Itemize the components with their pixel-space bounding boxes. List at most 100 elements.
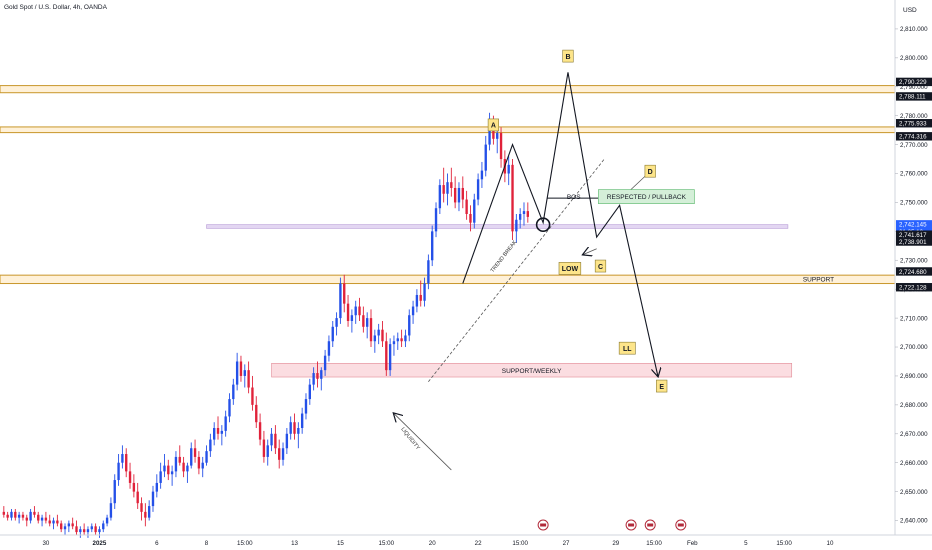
candle	[488, 112, 491, 151]
candle-body	[369, 318, 373, 342]
candle	[151, 485, 155, 512]
level-price-label: 2,724.680	[899, 269, 927, 276]
annotation-respected-pullback-box	[598, 189, 695, 204]
candle-body	[408, 315, 411, 336]
time-tick-label: 2025	[93, 540, 107, 547]
candle-body	[289, 422, 292, 434]
level-price-label: 2,774.316	[899, 134, 927, 141]
candle-body	[213, 428, 216, 440]
candle-body	[132, 482, 136, 492]
candle	[339, 277, 342, 324]
candle-body	[285, 433, 289, 449]
candle-body	[404, 335, 407, 342]
candle-body	[434, 208, 438, 232]
annotation-ll-badge	[618, 341, 636, 355]
candle	[385, 332, 388, 376]
candle	[163, 454, 166, 478]
level-price-label-bg	[896, 132, 932, 141]
candle	[25, 514, 28, 527]
time-tick-label: 6	[155, 540, 159, 547]
time-tick-label: 15:00	[512, 540, 528, 547]
candle	[274, 425, 277, 455]
candle-body	[147, 506, 151, 518]
candle	[205, 445, 208, 466]
candle-body	[37, 514, 40, 521]
candle-body	[496, 133, 499, 139]
price-tick-label: 2,790.000	[900, 84, 928, 91]
level-band	[0, 85, 896, 94]
level-price-label-bg	[896, 283, 932, 292]
candle	[86, 526, 90, 538]
candle	[358, 297, 361, 321]
time-tick-label: 27	[563, 540, 570, 547]
candle	[297, 422, 300, 449]
candle-body	[75, 526, 78, 533]
candle	[450, 167, 453, 197]
candle-body	[308, 384, 311, 400]
candle	[515, 214, 518, 243]
candle-body	[266, 445, 269, 457]
trend-break-line	[428, 158, 605, 382]
candle-body	[339, 283, 342, 319]
candle	[186, 462, 189, 483]
candle	[216, 416, 220, 440]
candle	[48, 514, 51, 527]
candle-body	[10, 511, 13, 518]
candle-body	[109, 503, 113, 518]
level-band	[0, 126, 896, 134]
candle	[255, 396, 258, 428]
candle	[82, 523, 86, 535]
candle-body	[228, 399, 231, 417]
candle	[125, 448, 128, 478]
annotation-d-badge	[644, 164, 656, 178]
candle-body	[102, 523, 105, 530]
candle-body	[151, 491, 155, 507]
candle-body	[262, 439, 266, 457]
candle	[258, 413, 262, 446]
candle-body	[450, 182, 453, 188]
candle	[469, 205, 472, 232]
candle	[29, 508, 32, 524]
candle-body	[446, 182, 449, 194]
candle	[109, 497, 113, 521]
candle-body	[251, 387, 254, 405]
level-price-label-bg	[896, 119, 932, 128]
candle-body	[335, 318, 338, 327]
candle	[40, 514, 44, 527]
candle	[224, 410, 227, 437]
candle	[465, 190, 468, 220]
candle	[381, 321, 384, 348]
candle-body	[480, 170, 484, 180]
candle-body	[90, 526, 93, 530]
candle-body	[457, 187, 461, 203]
candle-body	[442, 185, 445, 194]
candle-body	[209, 439, 212, 452]
candle	[75, 520, 78, 535]
candle	[507, 156, 510, 186]
time-tick-label: 22	[475, 540, 482, 547]
candle-body	[159, 471, 162, 483]
candle	[304, 393, 308, 420]
candle-body	[415, 294, 419, 307]
candle	[159, 462, 162, 489]
candle-body	[281, 448, 285, 460]
annotation-trend-break: TREND BREAK	[490, 239, 519, 274]
candle	[167, 459, 170, 481]
time-tick-label: Feb	[687, 540, 698, 547]
candle-body	[174, 456, 178, 472]
price-tick-label: 2,810.000	[900, 26, 928, 33]
candle	[182, 456, 185, 478]
candle	[174, 451, 178, 478]
candle-body	[163, 465, 166, 472]
time-tick-label: 13	[291, 540, 298, 547]
candle-body	[381, 329, 384, 342]
candle-body	[278, 448, 281, 460]
chart-title: Gold Spot / U.S. Dollar, 4h, OANDA	[4, 4, 107, 11]
candle	[511, 159, 514, 241]
level-price-label-bg	[896, 92, 932, 101]
candle	[232, 378, 235, 405]
candle-body	[362, 315, 365, 327]
candle-body	[239, 361, 243, 376]
annotation-low-badge	[558, 262, 582, 275]
